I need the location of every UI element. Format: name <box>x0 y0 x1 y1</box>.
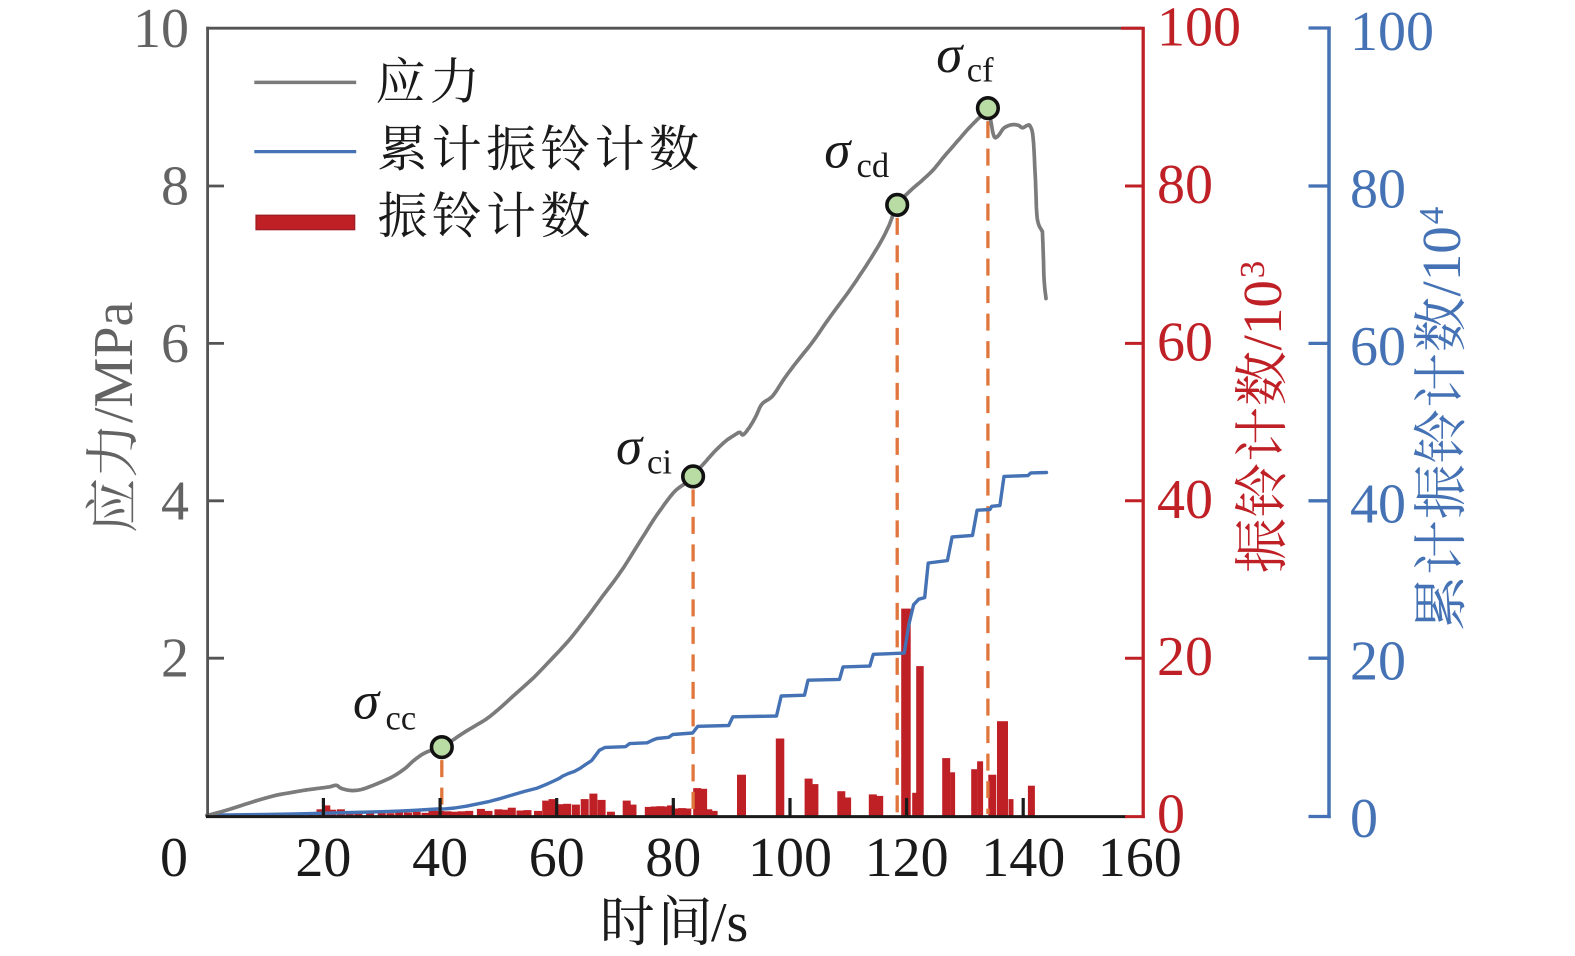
svg-text:/10: /10 <box>1411 226 1472 296</box>
svg-text:80: 80 <box>1350 159 1406 221</box>
svg-text:40: 40 <box>1157 469 1213 531</box>
svg-text:/s: /s <box>711 892 748 954</box>
svg-text:160: 160 <box>1098 827 1182 889</box>
svg-text:0: 0 <box>1157 784 1185 846</box>
svg-text:20: 20 <box>1157 626 1213 688</box>
svg-text:4: 4 <box>1412 207 1451 225</box>
svg-text:40: 40 <box>412 827 468 889</box>
svg-text:cd: cd <box>857 147 890 185</box>
svg-text:0: 0 <box>160 827 188 889</box>
svg-text:/10: /10 <box>1232 280 1293 350</box>
svg-text:0: 0 <box>1350 788 1378 850</box>
svg-text:6: 6 <box>161 313 189 375</box>
svg-text:ci: ci <box>647 444 672 482</box>
svg-text:3: 3 <box>1233 261 1272 279</box>
svg-text:σ: σ <box>616 418 644 476</box>
svg-text:σ: σ <box>353 673 381 731</box>
svg-text:40: 40 <box>1350 473 1406 535</box>
svg-text:60: 60 <box>1157 311 1213 373</box>
svg-text:20: 20 <box>295 827 351 889</box>
svg-text:120: 120 <box>865 827 949 889</box>
svg-text:100: 100 <box>1350 1 1434 63</box>
svg-text:140: 140 <box>981 827 1065 889</box>
svg-text:8: 8 <box>161 156 189 218</box>
svg-text:100: 100 <box>1157 0 1241 59</box>
svg-text:60: 60 <box>1350 316 1406 378</box>
svg-text:80: 80 <box>645 827 701 889</box>
svg-text:80: 80 <box>1157 154 1213 216</box>
svg-text:σ: σ <box>936 26 964 84</box>
svg-text:20: 20 <box>1350 631 1406 693</box>
svg-text:100: 100 <box>748 827 832 889</box>
svg-text:cc: cc <box>386 700 417 738</box>
svg-text:60: 60 <box>529 827 585 889</box>
svg-text:2: 2 <box>161 628 189 690</box>
svg-text:cf: cf <box>967 51 994 89</box>
svg-text:σ: σ <box>824 121 852 179</box>
svg-text:4: 4 <box>161 470 189 532</box>
svg-text:10: 10 <box>133 0 189 60</box>
svg-text:/MPa: /MPa <box>83 302 145 423</box>
